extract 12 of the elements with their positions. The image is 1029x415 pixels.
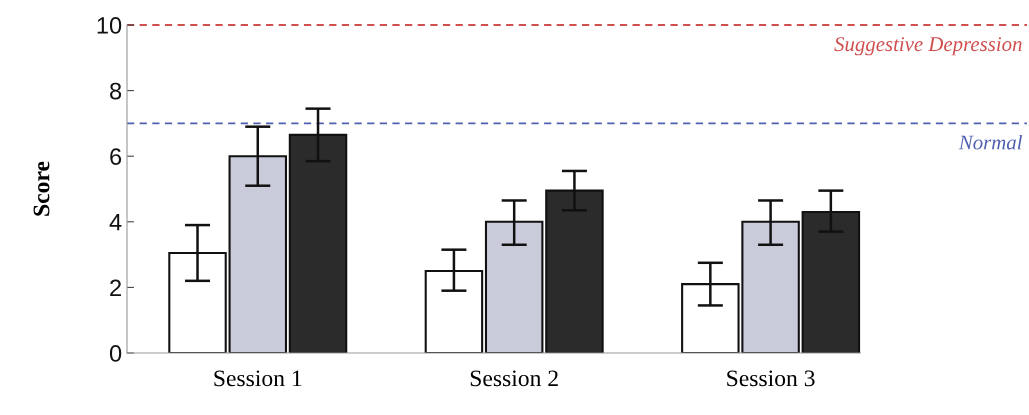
x-tick-label: Session 2	[470, 370, 558, 387]
y-tick-label: 2	[110, 279, 121, 296]
y-tick-label: 0	[109, 345, 122, 362]
x-tick-label: Session 1	[214, 370, 302, 387]
y-tick-label: 6	[110, 148, 122, 165]
x-tick-label: Session 3	[727, 370, 815, 387]
ref-line-label: Normal	[958, 134, 1023, 150]
y-tick-label: 8	[110, 82, 122, 100]
y-tick-label: 10	[97, 17, 122, 34]
ref-line-label: Suggestive Depression	[834, 37, 1022, 56]
y-tick-label: 4	[109, 214, 122, 231]
y-axis-title: Score	[33, 161, 50, 216]
